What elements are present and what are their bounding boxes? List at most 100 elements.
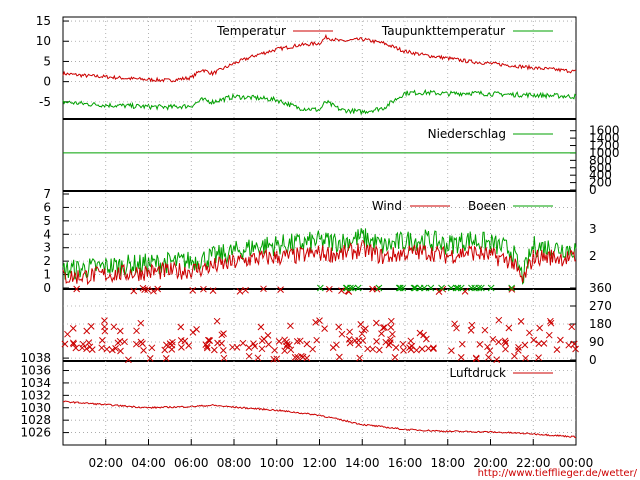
direction-point (333, 341, 340, 349)
direction-point (505, 324, 513, 332)
direction-point (83, 345, 90, 353)
direction-point (281, 336, 289, 344)
direction-point (294, 353, 302, 361)
direction-point (70, 340, 78, 348)
direction-point (486, 347, 494, 354)
direction-point (515, 344, 522, 351)
direction-point (109, 346, 116, 354)
direction-point (85, 339, 93, 346)
direction-point (526, 329, 533, 337)
direction-point (98, 344, 106, 352)
direction-point (317, 284, 324, 292)
taupunkttemperatur-line (62, 88, 577, 116)
dir-right-tick-label-0: 360 (589, 281, 612, 295)
x-tick-label-1: 04:00 (131, 456, 166, 470)
legend-taupunkttemperatur-label: Taupunkttemperatur (381, 24, 505, 38)
direction-point (146, 355, 154, 362)
direction-point (378, 330, 385, 337)
legend-boeen-label: Boeen (468, 199, 506, 213)
direction-point (287, 346, 295, 354)
direction-point (354, 284, 362, 292)
direction-point (427, 284, 435, 292)
direction-point (101, 323, 108, 331)
direction-point (553, 346, 561, 353)
direction-point (408, 342, 416, 350)
x-tick-label-10: 22:00 (516, 456, 551, 470)
direction-point (535, 354, 542, 361)
direction-point (447, 284, 455, 292)
pressure-tick-label-5: 1028 (20, 413, 51, 427)
direction-point (430, 344, 437, 352)
direction-point (468, 321, 476, 329)
direction-point (137, 319, 145, 327)
direction-point (64, 330, 71, 338)
direction-point (396, 284, 404, 292)
direction-point (448, 347, 455, 354)
direction-point (200, 285, 207, 293)
direction-point (502, 339, 510, 347)
legend-wind-label: Wind (372, 199, 402, 213)
direction-point (254, 354, 262, 362)
direction-point (547, 319, 555, 327)
direction-point (258, 345, 266, 353)
direction-point (485, 354, 492, 361)
direction-point (257, 323, 265, 331)
direction-point (325, 285, 333, 293)
direction-point (309, 345, 317, 353)
direction-point (204, 336, 212, 344)
direction-point (420, 331, 427, 339)
direction-point (287, 322, 294, 330)
direction-point (168, 346, 176, 353)
x-tick-label-2: 06:00 (174, 456, 209, 470)
direction-point (338, 287, 345, 294)
x-tick-label-9: 20:00 (473, 456, 508, 470)
direction-point (501, 337, 509, 345)
direction-point (166, 340, 174, 347)
precip-tick-label-4: 800 (589, 153, 612, 167)
wind-tick-label-7: 0 (43, 281, 51, 295)
direction-point (78, 344, 86, 352)
precip-tick-label-3: 1000 (589, 146, 620, 160)
direction-point (203, 343, 211, 350)
direction-point (345, 336, 353, 343)
direction-point (178, 344, 185, 351)
direction-point (163, 341, 170, 349)
direction-point (286, 341, 293, 349)
direction-point (364, 345, 371, 353)
direction-point (508, 286, 516, 293)
direction-point (476, 341, 484, 348)
direction-point (336, 353, 343, 361)
direction-point (273, 355, 281, 363)
direction-point (369, 345, 377, 353)
direction-point (346, 328, 353, 336)
direction-point (148, 344, 156, 352)
direction-point (381, 324, 388, 331)
direction-point (177, 323, 185, 331)
direction-point (239, 339, 247, 347)
direction-point (546, 317, 554, 325)
direction-point (568, 323, 576, 331)
direction-point (557, 336, 564, 344)
direction-point (133, 327, 140, 335)
direction-point (411, 284, 419, 292)
direction-point (114, 339, 122, 347)
direction-point (400, 347, 407, 354)
x-tick-label-6: 14:00 (345, 456, 380, 470)
direction-point (277, 286, 284, 293)
direction-point (477, 284, 485, 292)
direction-point (458, 340, 466, 348)
direction-point (98, 337, 106, 344)
direction-point (316, 317, 323, 324)
direction-point (530, 336, 538, 344)
direction-point (540, 340, 548, 347)
direction-point (511, 352, 518, 360)
x-tick-label-5: 12:00 (302, 456, 337, 470)
direction-point (375, 346, 383, 354)
direction-point (373, 319, 380, 327)
direction-point (69, 339, 77, 347)
direction-point (420, 284, 428, 292)
wind-tick-label-0: 7 (43, 187, 51, 201)
direction-point (355, 337, 362, 344)
direction-point (219, 347, 227, 354)
direction-point (69, 325, 77, 332)
